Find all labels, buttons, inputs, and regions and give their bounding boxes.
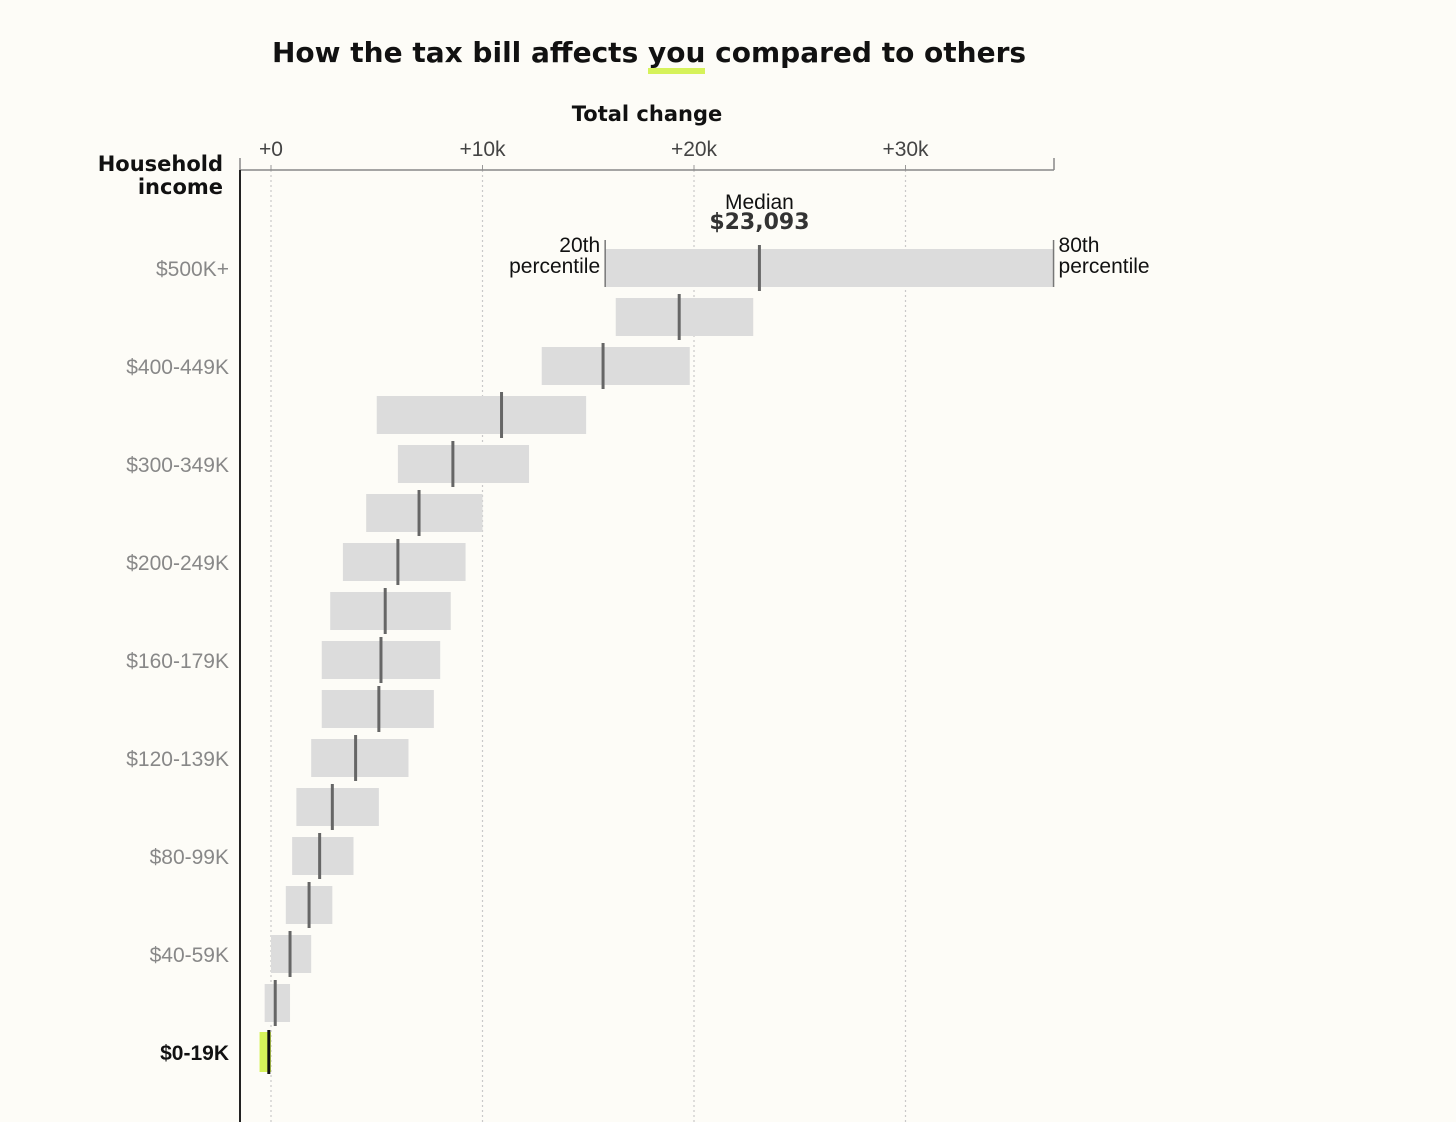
category-label-16: $0-19K (160, 1042, 229, 1065)
range-bar-10 (311, 739, 409, 777)
category-label-4: $300-349K (126, 454, 229, 477)
p20-annotation-line2: percentile (509, 255, 600, 278)
x-tick-label-0: +0 (259, 138, 283, 161)
range-bar-3 (376, 396, 587, 434)
category-label-14: $40-59K (150, 944, 229, 967)
title-highlight-you: you (647, 39, 706, 74)
y-axis-title-line2: income (138, 175, 223, 199)
annotations: Median $23,093 20th percentile 80th perc… (509, 191, 1150, 287)
range-bar-16 (259, 1032, 271, 1072)
range-bar-7 (330, 592, 451, 630)
title-after: compared to others (705, 36, 1027, 69)
range-bar-2 (541, 347, 690, 385)
title-before: How the tax bill affects (272, 36, 648, 69)
x-axis-title: Total change (572, 102, 722, 126)
median-annotation-label: Median (725, 191, 794, 214)
category-label-0: $500K+ (156, 258, 229, 281)
range-bar-0 (605, 249, 1054, 287)
range-bars (259, 245, 1054, 1074)
axes: Total change Household income +0 +10k +20k… (98, 102, 1055, 1122)
category-label-2: $400-449K (126, 356, 229, 379)
category-label-10: $120-139K (126, 748, 229, 771)
y-axis-title-line1: Household (98, 152, 223, 176)
p80-annotation-line2: percentile (1059, 255, 1150, 278)
range-bar-11 (296, 788, 379, 826)
category-label-6: $200-249K (126, 552, 229, 575)
x-tick-label-1: +10k (459, 138, 506, 161)
chart-title: How the tax bill affects you compared to… (272, 36, 1026, 74)
range-bar-4 (397, 445, 530, 483)
p80-annotation-line1: 80th (1059, 234, 1100, 257)
range-bar-6 (342, 543, 466, 581)
p20-annotation-line1: 20th (559, 234, 600, 257)
range-bar-1 (615, 298, 754, 336)
category-label-8: $160-179K (126, 650, 229, 673)
x-tick-label-3: +30k (882, 138, 929, 161)
range-bar-15 (264, 984, 291, 1022)
range-bar-5 (366, 494, 483, 532)
range-bar-12 (292, 837, 354, 875)
x-tick-label-2: +20k (671, 138, 718, 161)
category-label-12: $80-99K (150, 846, 229, 869)
gridlines (270, 170, 907, 1122)
median-annotation-value: $23,093 (709, 210, 809, 235)
